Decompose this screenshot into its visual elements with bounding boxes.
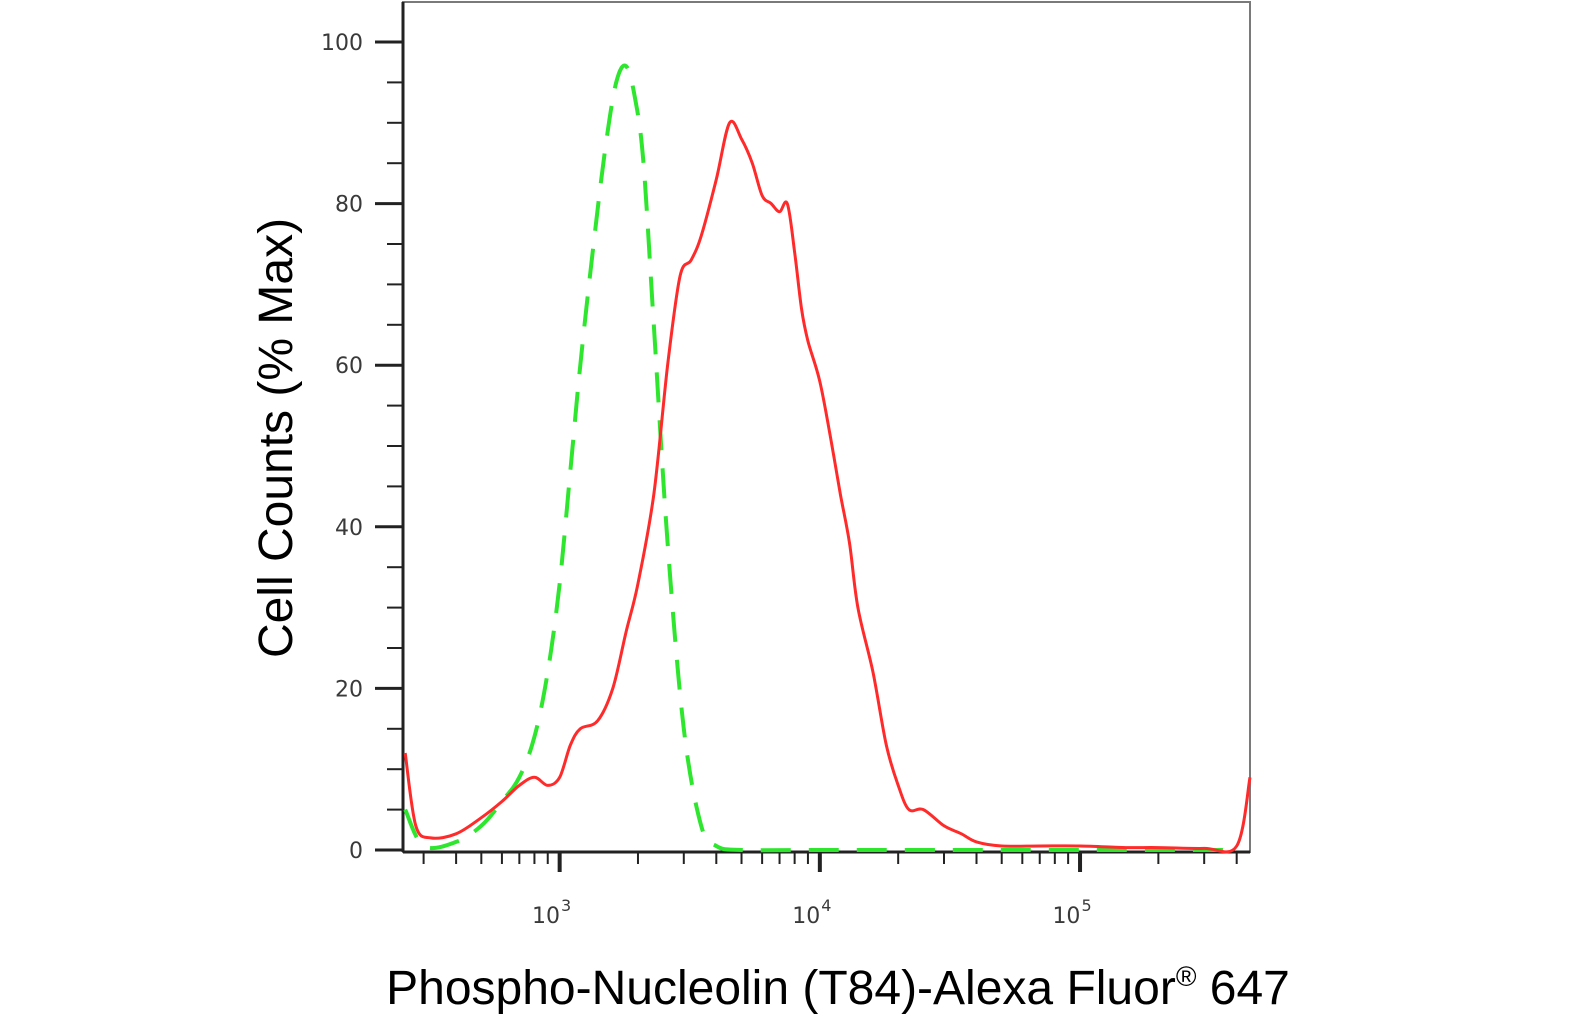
x-axis-title-registered: ®: [1176, 961, 1197, 992]
x-axis: 103 104 105: [422, 852, 1238, 929]
x-axis-title: Phospho-Nucleolin (T84)-Alexa Fluor® 647: [386, 961, 1290, 1015]
x-axis-title-suffix: 647: [1196, 962, 1289, 1015]
x-tick-label: 105: [1052, 896, 1091, 929]
x-tick-label: 104: [792, 896, 831, 929]
y-tick-label: 60: [335, 354, 363, 379]
y-tick-label: 20: [335, 677, 363, 702]
y-axis-title: Cell Counts (% Max): [250, 218, 303, 658]
x-tick-label: 103: [532, 896, 571, 929]
y-tick-label: 40: [335, 516, 363, 541]
y-axis: 0 20 40 60 80 100: [321, 31, 403, 864]
y-tick-label: 100: [321, 31, 363, 56]
y-tick-label: 0: [349, 839, 363, 864]
series-layer: [403, 63, 1252, 854]
x-axis-title-main: Phospho-Nucleolin (T84)-Alexa Fluor: [386, 962, 1176, 1015]
isotype-control-curve: [403, 63, 1237, 853]
sample-curve: [403, 119, 1252, 854]
y-tick-label: 80: [335, 193, 363, 218]
